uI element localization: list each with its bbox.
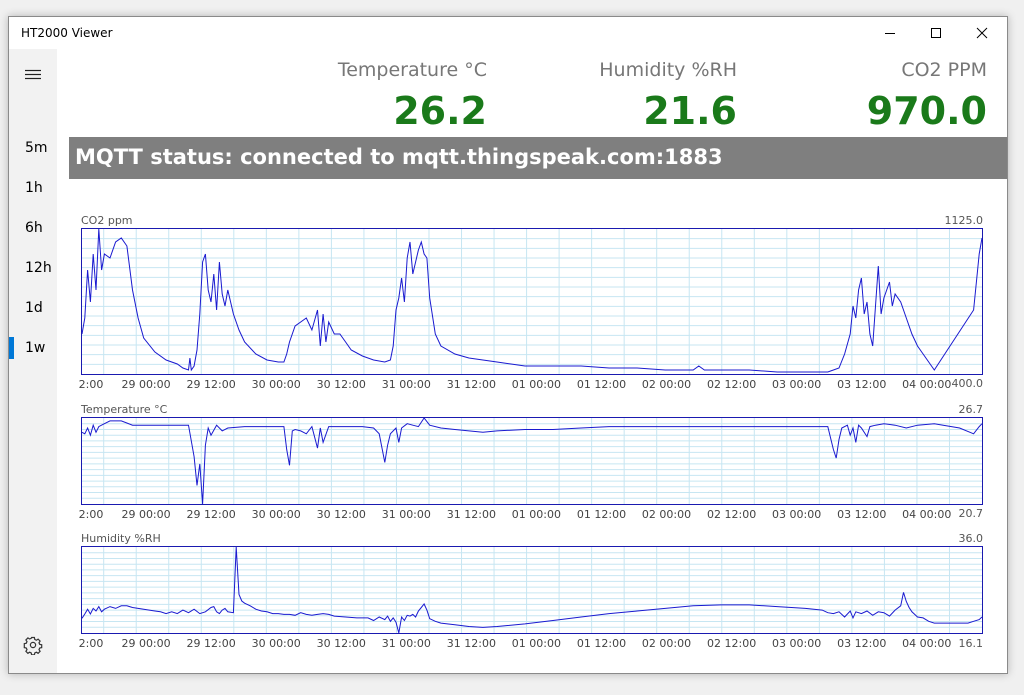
time-tick-label: 29 12:00 bbox=[186, 378, 236, 391]
temperature-label: Temperature °C bbox=[337, 59, 487, 81]
time-tick-label: 03 12:00 bbox=[837, 637, 887, 650]
co2-chart-svg bbox=[82, 229, 982, 374]
time-tick-label: 31 00:00 bbox=[381, 637, 431, 650]
maximize-icon bbox=[931, 28, 941, 38]
co2-chart-min-label: 400.0 bbox=[951, 377, 984, 390]
mqtt-status-bar: MQTT status: connected to mqtt.thingspea… bbox=[69, 137, 1007, 179]
time-tick-label: 29 00:00 bbox=[121, 508, 171, 521]
series-line bbox=[82, 547, 982, 633]
sidebar-item-label: 1d bbox=[25, 300, 43, 316]
time-tick-label: 31 00:00 bbox=[381, 508, 431, 521]
time-tick-label: 02 00:00 bbox=[641, 637, 692, 650]
sidebar-item-label: 6h bbox=[25, 220, 43, 236]
time-tick-label: 30 00:00 bbox=[251, 637, 301, 650]
time-tick-label: 01 00:00 bbox=[511, 637, 562, 650]
selected-indicator bbox=[9, 337, 14, 359]
hamburger-menu-button[interactable] bbox=[23, 67, 43, 83]
sidebar-item-6h[interactable]: 6h bbox=[9, 211, 57, 247]
humidity-chart-svg bbox=[82, 547, 982, 633]
hamburger-menu-icon bbox=[25, 69, 41, 80]
temperature-chart-plot bbox=[81, 417, 983, 505]
time-tick-label: 31 12:00 bbox=[446, 378, 496, 391]
time-tick-label: 01 12:00 bbox=[576, 378, 627, 391]
time-tick-label: 02 12:00 bbox=[706, 637, 757, 650]
time-tick-label: 03 00:00 bbox=[772, 508, 822, 521]
co2-chart-title: CO2 ppm bbox=[81, 214, 133, 227]
sidebar: 5m 1h 6h 12h 1d 1w bbox=[9, 49, 57, 673]
sidebar-item-label: 12h bbox=[25, 260, 52, 276]
humidity-chart-max-label: 36.0 bbox=[958, 532, 984, 545]
time-tick-label: 29 00:00 bbox=[121, 637, 171, 650]
time-tick-label: 31 00:00 bbox=[381, 378, 431, 391]
time-tick-label: 03 12:00 bbox=[837, 508, 887, 521]
temperature-chart-max-label: 26.7 bbox=[958, 403, 984, 416]
sidebar-item-1d[interactable]: 1d bbox=[9, 291, 57, 327]
time-tick-label: 02 00:00 bbox=[641, 378, 692, 391]
window-title: HT2000 Viewer bbox=[21, 26, 113, 40]
gear-icon bbox=[23, 636, 43, 656]
time-tick-label: 03 00:00 bbox=[772, 637, 822, 650]
time-tick-label: 29 12:00 bbox=[186, 637, 236, 650]
close-icon bbox=[976, 27, 988, 39]
time-tick-label: 03 00:00 bbox=[772, 378, 822, 391]
time-tick-label: 30 00:00 bbox=[251, 508, 301, 521]
time-tick-label: 01 12:00 bbox=[576, 637, 627, 650]
series-line bbox=[82, 418, 982, 504]
temperature-chart-title: Temperature °C bbox=[81, 403, 168, 416]
time-tick-label: 02 12:00 bbox=[706, 378, 757, 391]
temperature-chart-min-label: 20.7 bbox=[958, 507, 984, 520]
time-tick-label: 30 12:00 bbox=[316, 637, 366, 650]
app-window: HT2000 Viewer 5m 1h 6h 12h 1d 1w bbox=[8, 16, 1008, 674]
time-tick-label: 30 12:00 bbox=[316, 508, 366, 521]
sidebar-item-5m[interactable]: 5m bbox=[9, 131, 57, 167]
time-tick-label: 30 12:00 bbox=[316, 378, 366, 391]
minimize-icon bbox=[885, 33, 895, 34]
time-tick-label: 04 00:00 bbox=[902, 508, 952, 521]
time-tick-label: 31 12:00 bbox=[446, 508, 496, 521]
co2-chart-plot bbox=[81, 228, 983, 375]
mqtt-status-text: MQTT status: connected to mqtt.thingspea… bbox=[75, 145, 723, 169]
sidebar-item-1w[interactable]: 1w bbox=[9, 331, 57, 367]
time-tick-label: 02 00:00 bbox=[641, 508, 692, 521]
sidebar-item-label: 5m bbox=[25, 140, 48, 156]
time-tick-label: 04 00:00 bbox=[902, 378, 952, 391]
time-tick-label: 31 12:00 bbox=[446, 637, 496, 650]
time-tick-label: 01 00:00 bbox=[511, 378, 562, 391]
sidebar-item-label: 1w bbox=[25, 340, 46, 356]
time-tick-label: 30 00:00 bbox=[251, 378, 301, 391]
co2-chart-time-axis: 2:00 29 00:00 29 12:00 30 00:00 30 12:00 31 0… bbox=[78, 378, 983, 392]
minimize-button[interactable] bbox=[867, 17, 913, 49]
time-tick-label: 29 00:00 bbox=[121, 378, 171, 391]
temperature-chart-time-axis: 2:00 29 00:00 29 12:00 30 00:00 30 12:00 31 0… bbox=[78, 508, 983, 522]
humidity-chart-title: Humidity %RH bbox=[81, 532, 161, 545]
settings-button[interactable] bbox=[23, 635, 43, 656]
time-tick-label: 01 12:00 bbox=[576, 508, 627, 521]
sidebar-item-12h[interactable]: 12h bbox=[9, 251, 57, 287]
series-line bbox=[82, 229, 982, 373]
maximize-button[interactable] bbox=[913, 17, 959, 49]
sidebar-item-label: 1h bbox=[25, 180, 43, 196]
humidity-chart-min-label: 16.1 bbox=[958, 637, 984, 650]
time-tick-label: 2:00 bbox=[78, 508, 104, 521]
co2-label: CO2 PPM bbox=[901, 59, 987, 81]
humidity-chart-time-axis: 2:00 29 00:00 29 12:00 30 00:00 30 12:00 31 0… bbox=[78, 637, 983, 651]
time-tick-label: 02 12:00 bbox=[706, 508, 757, 521]
close-button[interactable] bbox=[959, 17, 1005, 49]
humidity-label: Humidity %RH bbox=[599, 59, 737, 81]
time-tick-label: 01 00:00 bbox=[511, 508, 562, 521]
co2-chart-max-label: 1125.0 bbox=[944, 214, 984, 227]
co2-value: 970.0 bbox=[866, 89, 987, 133]
time-tick-label: 03 12:00 bbox=[837, 378, 887, 391]
sidebar-item-1h[interactable]: 1h bbox=[9, 171, 57, 207]
time-tick-label: 2:00 bbox=[78, 378, 104, 391]
temperature-chart-svg bbox=[82, 418, 982, 504]
humidity-chart-plot bbox=[81, 546, 983, 634]
time-tick-label: 29 12:00 bbox=[186, 508, 236, 521]
time-tick-label: 2:00 bbox=[78, 637, 104, 650]
title-bar[interactable]: HT2000 Viewer bbox=[9, 17, 1007, 49]
time-tick-label: 04 00:00 bbox=[902, 637, 952, 650]
temperature-value: 26.2 bbox=[393, 89, 487, 133]
humidity-value: 21.6 bbox=[643, 89, 737, 133]
